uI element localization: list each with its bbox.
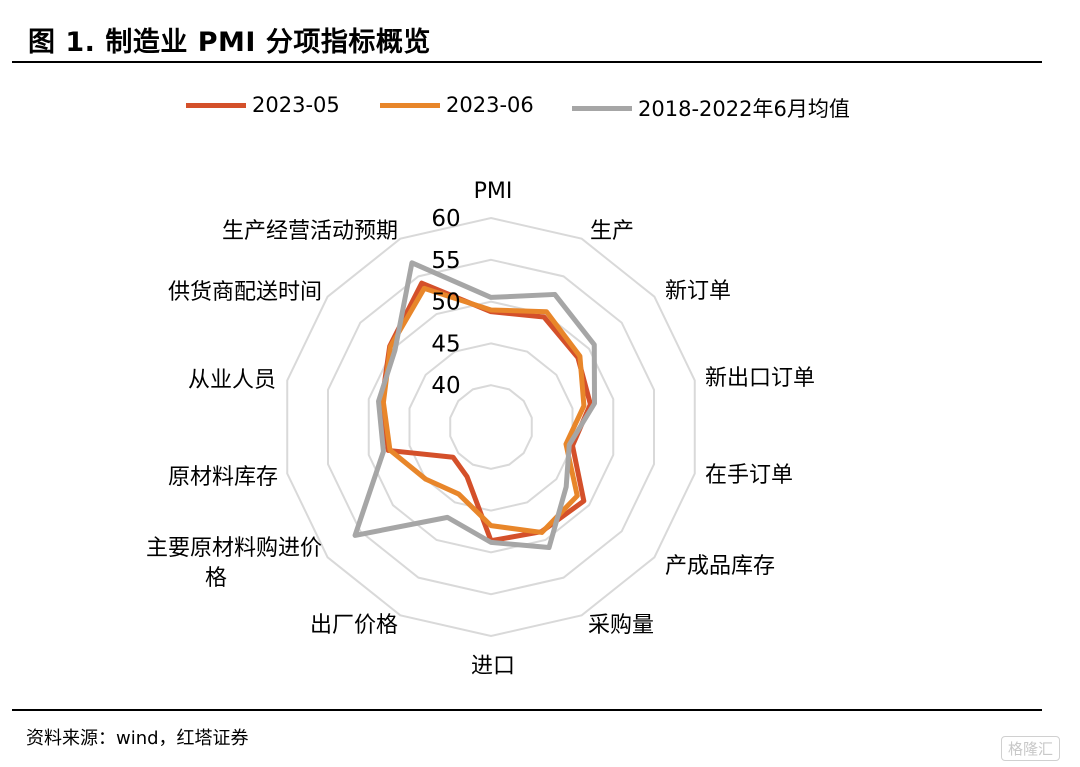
- axis-label-8: 出厂价格: [310, 613, 398, 638]
- legend-item-average: 2018-2022年6月均值: [572, 93, 850, 123]
- legend-swatch-2023-05: [186, 102, 246, 108]
- grid-ring-45: [408, 342, 574, 512]
- axis-label-9: 主要原材料购进价格: [146, 536, 322, 591]
- axis-label-4: 在手订单: [705, 463, 793, 488]
- axis-label-2: 新订单: [665, 279, 731, 304]
- legend-label-average: 2018-2022年6月均值: [638, 97, 850, 121]
- source-divider: [12, 709, 1042, 711]
- axis-label-12: 供货商配送时间: [168, 280, 322, 305]
- source-note: 资料来源：wind，红塔证券: [26, 728, 249, 749]
- grid-ring-55: [326, 258, 656, 596]
- scale-label-50: 50: [431, 290, 460, 316]
- legend-item-2023-05: 2023-05: [186, 93, 340, 117]
- scale-label-60: 60: [431, 206, 460, 232]
- chart-title: 图 1. 制造业 PMI 分项指标概览: [28, 27, 431, 58]
- axis-label-7: 进口: [471, 654, 515, 679]
- watermark-logo: 格隆汇: [1000, 736, 1060, 761]
- axis-label-3: 新出口订单: [705, 366, 815, 391]
- grid-ring-60: [286, 216, 696, 638]
- legend-item-2023-06: 2023-06: [380, 93, 534, 117]
- series-line-2: [352, 260, 598, 551]
- axis-label-13: 生产经营活动预期: [222, 219, 398, 244]
- axis-label-0: PMI: [474, 179, 513, 204]
- grid-ring-40: [449, 384, 533, 470]
- scale-label-40: 40: [431, 373, 460, 399]
- axis-label-1: 生产: [590, 219, 634, 244]
- axis-label-5: 产成品库存: [665, 554, 775, 579]
- legend-swatch-average: [572, 105, 632, 111]
- legend-swatch-2023-06: [380, 102, 440, 108]
- legend-label-2023-05: 2023-05: [252, 93, 340, 117]
- scale-label-45: 45: [431, 331, 460, 357]
- legend-label-2023-06: 2023-06: [446, 93, 534, 117]
- series-line-0: [379, 280, 593, 544]
- axis-label-11: 从业人员: [188, 368, 276, 393]
- scale-label-55: 55: [431, 248, 460, 274]
- axis-label-10: 原材料库存: [168, 465, 278, 490]
- title-divider: [12, 61, 1042, 63]
- axis-label-6: 采购量: [588, 613, 654, 638]
- series-line-1: [380, 285, 587, 535]
